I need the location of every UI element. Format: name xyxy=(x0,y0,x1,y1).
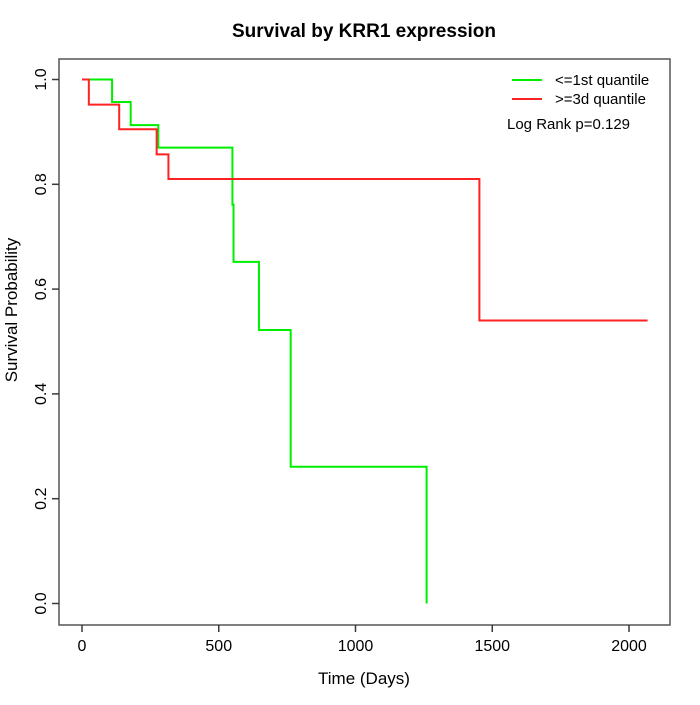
plot-area-border xyxy=(58,58,671,626)
y-tick-label: 0.0 xyxy=(33,592,50,614)
y-axis-ticks: 0.0 0.2 0.4 0.6 0.8 1.0 xyxy=(33,68,59,615)
y-tick-label: 0.6 xyxy=(33,278,50,300)
y-tick-label: 0.2 xyxy=(33,487,50,509)
x-tick-label: 1000 xyxy=(338,638,374,655)
chart-title: Survival by KRR1 expression xyxy=(232,21,496,42)
x-tick-label: 0 xyxy=(78,638,87,655)
survival-curve-0 xyxy=(82,78,428,604)
y-tick-label: 1.0 xyxy=(33,68,50,90)
survival-curve-1 xyxy=(82,78,648,322)
y-axis-label: Survival Probability xyxy=(2,237,21,382)
x-tick-label: 500 xyxy=(205,638,232,655)
legend-label-first-quantile: <=1st quantile xyxy=(555,72,649,89)
x-tick-label: 2000 xyxy=(611,638,647,655)
y-tick-label: 0.8 xyxy=(33,173,50,195)
x-tick-label: 1500 xyxy=(474,638,510,655)
x-axis-label: Time (Days) xyxy=(318,669,410,688)
log-rank-annotation: Log Rank p=0.129 xyxy=(507,116,630,133)
legend-label-third-quantile: >=3d quantile xyxy=(555,91,646,108)
survival-curves xyxy=(82,78,648,604)
legend: <=1st quantile >=3d quantile Log Rank p=… xyxy=(507,72,649,133)
x-axis-ticks: 0 500 1000 1500 2000 xyxy=(78,625,647,655)
y-tick-label: 0.4 xyxy=(33,383,50,405)
